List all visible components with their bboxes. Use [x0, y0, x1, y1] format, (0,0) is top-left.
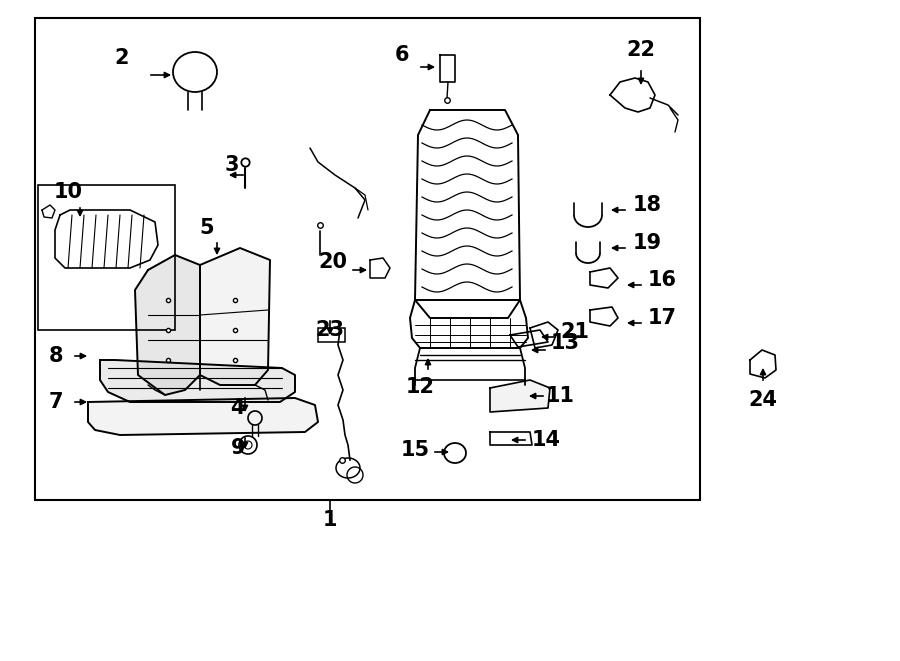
Text: 2: 2 [115, 48, 130, 68]
Polygon shape [135, 255, 200, 395]
Text: 23: 23 [316, 320, 345, 340]
Text: 10: 10 [53, 182, 83, 202]
Text: 8: 8 [49, 346, 63, 366]
Polygon shape [200, 248, 270, 385]
Bar [35, 18, 700, 500]
Text: 7: 7 [49, 392, 63, 412]
Text: 21: 21 [561, 322, 590, 342]
Text: 16: 16 [647, 270, 677, 290]
Bar [38, 185, 175, 330]
Text: 3: 3 [225, 155, 239, 175]
Text: 18: 18 [633, 195, 662, 215]
Polygon shape [490, 380, 550, 412]
Text: 12: 12 [406, 377, 435, 397]
Text: 22: 22 [626, 40, 655, 60]
Text: 1: 1 [323, 510, 338, 530]
Text: 17: 17 [647, 308, 677, 328]
Text: 15: 15 [400, 440, 429, 460]
Text: 4: 4 [230, 398, 244, 418]
Text: 13: 13 [551, 333, 580, 353]
Text: 24: 24 [749, 390, 778, 410]
Text: 6: 6 [395, 45, 410, 65]
Text: 9: 9 [230, 438, 246, 458]
Text: 11: 11 [545, 386, 574, 406]
Text: 19: 19 [633, 233, 662, 253]
Text: 14: 14 [532, 430, 561, 450]
Polygon shape [88, 398, 318, 435]
Text: 5: 5 [200, 218, 214, 238]
Text: 20: 20 [319, 252, 347, 272]
Polygon shape [100, 360, 295, 402]
Bar [318, 328, 345, 342]
